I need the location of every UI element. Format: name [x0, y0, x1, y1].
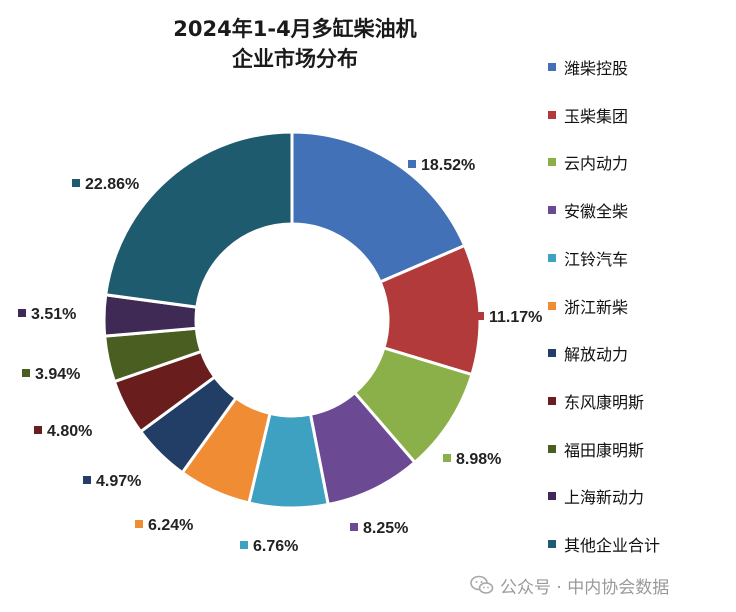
slice-1: [290, 130, 467, 284]
legend-label: 福田康明斯: [564, 440, 645, 460]
data-label-swatch-7: [83, 476, 91, 484]
legend-swatch: [548, 301, 556, 310]
legend-label: 安徽全柴: [564, 202, 629, 222]
legend-item-10: 上海新动力: [548, 484, 644, 508]
data-label-swatch-3: [443, 454, 451, 462]
legend-swatch: [548, 349, 556, 358]
legend-swatch: [548, 396, 556, 405]
legend-item-2: 玉柴集团: [548, 103, 628, 127]
legend-swatch: [548, 110, 556, 119]
data-label-4: 8.25%: [363, 520, 408, 537]
chart-title-line-1: 2024年1-4月多缸柴油机: [173, 17, 417, 41]
legend-label: 玉柴集团: [564, 106, 629, 126]
legend-swatch: [548, 158, 556, 167]
legend-swatch: [548, 253, 556, 262]
data-label-swatch-8: [34, 426, 42, 434]
legend-swatch: [548, 63, 556, 71]
wechat-icon: [470, 575, 494, 594]
legend-item-5: 江铃汽车: [548, 246, 628, 270]
data-label-7: 4.97%: [96, 473, 141, 490]
data-label-5: 6.76%: [253, 538, 298, 555]
data-label-2: 11.17%: [489, 309, 542, 326]
data-label-3: 8.98%: [456, 451, 501, 468]
legend-item-11: 其他企业合计: [548, 532, 660, 556]
watermark-text: 公众号 · 中内协会数据: [500, 577, 670, 598]
data-label-swatch-1: [408, 160, 416, 168]
data-label-1: 18.52%: [421, 157, 475, 174]
slice-11: [104, 130, 294, 309]
legend-label: 上海新动力: [564, 488, 645, 508]
legend-swatch: [548, 492, 556, 501]
data-label-swatch-5: [240, 541, 248, 549]
legend-label: 潍柴控股: [564, 59, 629, 78]
data-label-8: 4.80%: [47, 423, 92, 440]
data-label-swatch-9: [22, 369, 30, 377]
legend-item-4: 安徽全柴: [548, 198, 628, 222]
legend-label: 解放动力: [564, 345, 629, 365]
data-label-6: 6.24%: [148, 517, 193, 534]
legend-label: 其他企业合计: [564, 536, 661, 555]
data-label-swatch-11: [72, 179, 80, 187]
legend-label: 东风康明斯: [564, 392, 645, 412]
legend-swatch: [548, 206, 556, 215]
legend-label: 江铃汽车: [564, 249, 629, 269]
watermark: 公众号 · 中内协会数据: [470, 570, 669, 600]
chart-title: 2024年1-4月多缸柴油机 企业市场分布: [150, 14, 440, 74]
data-label-swatch-10: [18, 309, 26, 317]
legend-item-1: 潍柴控股: [548, 55, 628, 79]
data-label-swatch-4: [350, 523, 358, 531]
data-label-swatch-2: [476, 312, 484, 320]
chart-title-line-2: 企业市场分布: [232, 47, 358, 71]
legend-item-6: 浙江新柴: [548, 294, 628, 318]
legend-label: 浙江新柴: [564, 297, 629, 317]
data-label-10: 3.51%: [31, 306, 76, 323]
legend-swatch: [548, 540, 556, 548]
legend-item-3: 云内动力: [548, 150, 628, 174]
legend-swatch: [548, 444, 556, 453]
legend-item-8: 东风康明斯: [548, 389, 644, 413]
legend-label: 云内动力: [564, 154, 629, 174]
legend-item-7: 解放动力: [548, 341, 628, 365]
data-label-11: 22.86%: [85, 176, 139, 193]
legend-item-9: 福田康明斯: [548, 437, 644, 461]
data-label-swatch-6: [135, 520, 143, 528]
data-label-9: 3.94%: [35, 366, 80, 383]
